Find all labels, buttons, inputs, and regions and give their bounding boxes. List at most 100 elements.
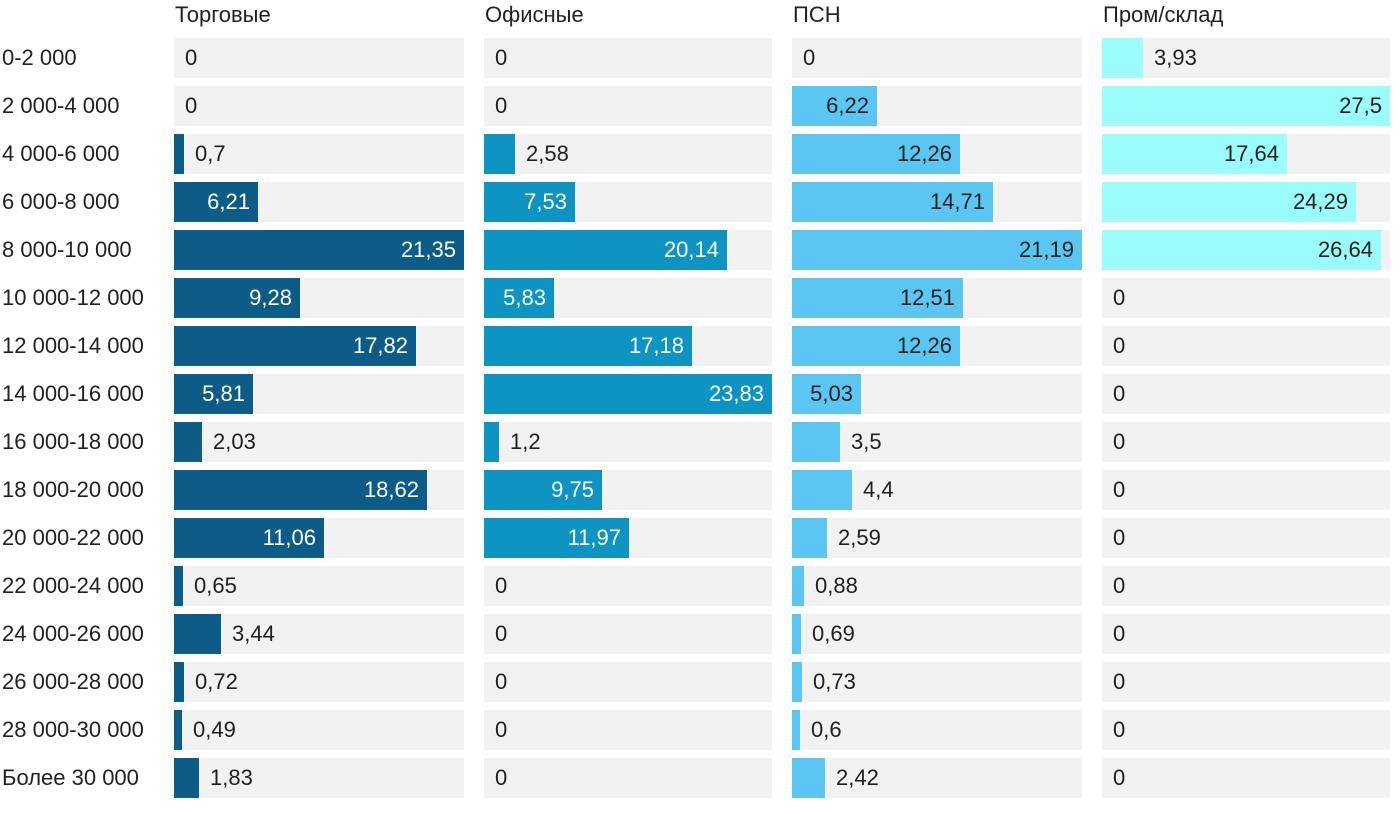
series-title: Пром/склад [1103,2,1224,27]
category-label: 4 000-6 000 [2,141,120,166]
data-label: 17,64 [1223,141,1279,166]
bar [484,134,515,174]
data-label: 0 [1113,669,1126,694]
data-label: 0 [803,45,816,70]
bar [792,230,1082,270]
data-label: 1,83 [210,765,253,790]
bar-track: 11,06 [174,518,464,558]
bar [174,758,199,798]
category-label: 14 000-16 000 [2,381,144,406]
data-label: 0 [1113,381,1126,406]
bar-track: 0 [484,614,772,654]
data-label: 3,44 [232,621,275,646]
data-label: 0,88 [815,573,858,598]
category-label: 24 000-26 000 [2,621,144,646]
bar [174,134,184,174]
bar [1102,86,1390,126]
bar [174,326,416,366]
data-label: 21,19 [1018,237,1074,262]
bar-track: 0 [1102,374,1390,414]
bar-track: 12,26 [792,134,1082,174]
bar-track: 0,49 [174,710,464,750]
category-label: 20 000-22 000 [2,525,144,550]
bar [1102,182,1356,222]
bar-track: 21,19 [792,230,1082,270]
bar-track: 0 [174,38,464,78]
data-label: 20,14 [663,237,719,262]
bar [1102,38,1143,78]
bar-track: 5,83 [484,278,772,318]
data-label: 6,21 [207,189,250,214]
bar-track: 0 [1102,518,1390,558]
data-label: 5,03 [810,381,853,406]
bar [792,374,861,414]
data-label: 21,35 [400,237,456,262]
bar [174,470,427,510]
data-label: 0 [1113,525,1126,550]
data-label: 0 [495,717,508,742]
data-label: 0 [495,765,508,790]
bar [484,422,499,462]
data-label: 5,83 [503,285,546,310]
data-label: 0,72 [195,669,238,694]
data-label: 0,49 [193,717,236,742]
bar-track: 5,03 [792,374,1082,414]
data-label: 0 [495,45,508,70]
bar-track: 0 [1102,278,1390,318]
bar [792,86,877,126]
bar-track: 0,7 [174,134,464,174]
bar-track: 0 [484,566,772,606]
category-label: 2 000-4 000 [2,93,120,118]
bar-track: 0 [484,38,772,78]
bar-track: 0 [484,710,772,750]
bar-track: 0 [484,758,772,798]
data-label: 0 [1113,429,1126,454]
bar-track: 2,58 [484,134,772,174]
bar-track: 0 [1102,662,1390,702]
bar-track: 0,73 [792,662,1082,702]
data-label: 0,73 [813,669,856,694]
bar-track: 9,75 [484,470,772,510]
series-title: Офисные [485,2,584,27]
data-label: 0 [495,93,508,118]
data-label: 0 [1113,285,1126,310]
bar [792,422,840,462]
category-label: 26 000-28 000 [2,669,144,694]
bar-track: 0 [1102,758,1390,798]
bar-track: 26,64 [1102,230,1390,270]
data-label: 2,58 [526,141,569,166]
bar [792,662,802,702]
data-label: 0,65 [194,573,237,598]
data-label: 2,42 [836,765,879,790]
category-label: 18 000-20 000 [2,477,144,502]
bar [792,134,960,174]
bar-track: 0 [1102,470,1390,510]
data-label: 0 [1113,573,1126,598]
bar-track: 0,69 [792,614,1082,654]
category-label: 6 000-8 000 [2,189,120,214]
bar-track: 1,83 [174,758,464,798]
data-label: 12,26 [896,333,952,358]
bar-track: 0 [1102,422,1390,462]
bar-track: 3,5 [792,422,1082,462]
data-label: 12,26 [896,141,952,166]
data-label: 12,51 [899,285,955,310]
bar-track: 0,72 [174,662,464,702]
bar [792,758,825,798]
bar-track: 17,18 [484,326,772,366]
bar [792,278,963,318]
bar-track: 1,2 [484,422,772,462]
bar [792,518,827,558]
data-label: 9,75 [551,477,594,502]
bar-track: 3,44 [174,614,464,654]
data-label: 6,22 [826,93,869,118]
data-label: 0 [1113,621,1126,646]
bar [174,614,221,654]
data-label: 0 [495,621,508,646]
bar [174,422,202,462]
bar-track: 0,6 [792,710,1082,750]
bar-track: 2,42 [792,758,1082,798]
data-label: 7,53 [524,189,567,214]
bar-track: 17,82 [174,326,464,366]
